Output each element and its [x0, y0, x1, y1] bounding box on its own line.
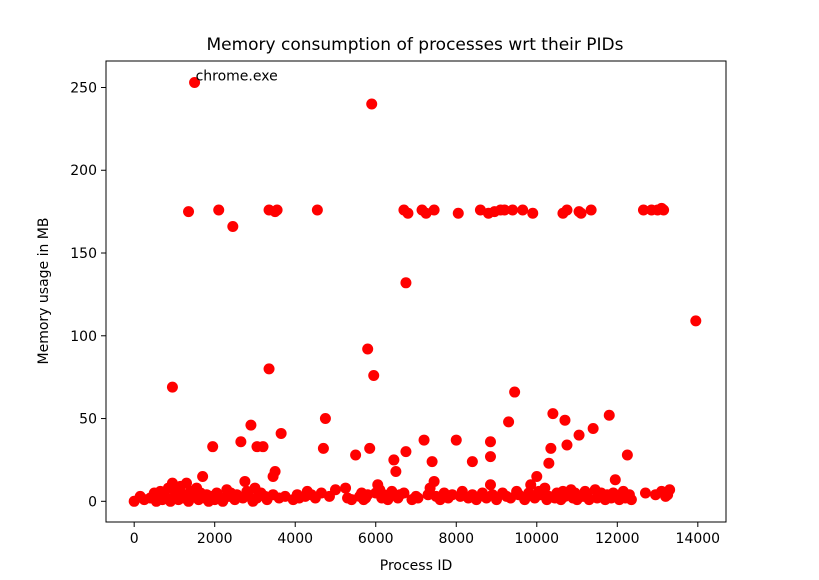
data-point [621, 449, 633, 461]
x-axis-label: Process ID [380, 558, 452, 574]
data-point [311, 204, 323, 216]
data-point [609, 474, 621, 486]
data-point [227, 221, 239, 233]
data-point [452, 207, 464, 219]
y-tick-label: 0 [88, 494, 97, 510]
data-point [366, 98, 378, 110]
data-point [525, 479, 537, 491]
data-point [213, 204, 225, 216]
data-point [509, 386, 521, 398]
data-point [587, 422, 599, 434]
data-point [450, 434, 462, 446]
data-point [575, 207, 587, 219]
x-tick-label: 10000 [515, 531, 560, 547]
data-point [517, 204, 529, 216]
data-point [503, 416, 515, 428]
data-point [543, 457, 555, 469]
data-point [561, 204, 573, 216]
x-tick-label: 8000 [438, 531, 474, 547]
data-point [239, 475, 251, 487]
data-point [426, 456, 438, 468]
data-point [181, 477, 193, 489]
data-point [400, 446, 412, 458]
data-point [340, 482, 352, 494]
annotations: chrome.exe [196, 69, 278, 85]
data-point [207, 441, 219, 453]
data-point [573, 429, 585, 441]
data-point [271, 204, 283, 216]
data-points [128, 77, 702, 507]
data-point [390, 466, 402, 478]
data-point [402, 207, 414, 219]
data-point [418, 434, 430, 446]
data-point [561, 439, 573, 451]
y-tick-label: 200 [70, 163, 97, 179]
data-point [547, 408, 559, 420]
data-point [539, 482, 551, 494]
data-point [166, 381, 178, 393]
data-point [484, 451, 496, 463]
data-point [412, 492, 424, 504]
data-point [424, 482, 436, 494]
data-point [625, 494, 637, 506]
data-point [368, 370, 380, 382]
x-tick-label: 6000 [358, 531, 394, 547]
y-axis-ticks: 0 50 100 150 200 250 [70, 80, 106, 510]
data-point [398, 487, 410, 499]
x-tick-label: 0 [130, 531, 139, 547]
x-tick-label: 4000 [277, 531, 313, 547]
data-point [317, 442, 329, 454]
y-axis-label: Memory usage in MB [36, 218, 52, 365]
data-point [466, 456, 478, 468]
chart-title: Memory consumption of processes wrt thei… [206, 35, 623, 55]
data-point [639, 487, 651, 499]
y-tick-label: 100 [70, 329, 97, 345]
data-point [235, 436, 247, 448]
data-point [400, 277, 412, 289]
data-point [245, 419, 257, 431]
data-point [275, 427, 287, 439]
x-axis-ticks: 0 2000 4000 6000 8000 10000 12000 14000 [130, 522, 720, 547]
data-point [559, 414, 571, 426]
data-point [603, 409, 615, 421]
data-point [350, 449, 362, 461]
data-point [364, 442, 376, 454]
annotation-label: chrome.exe [196, 69, 278, 85]
data-point [319, 413, 331, 425]
data-point [690, 315, 702, 327]
x-tick-label: 2000 [197, 531, 233, 547]
data-point [329, 484, 341, 496]
data-point [527, 207, 539, 219]
data-point [662, 489, 674, 501]
data-point [197, 470, 209, 482]
data-point [484, 479, 496, 491]
data-point [531, 470, 543, 482]
data-point [263, 363, 275, 375]
data-point [257, 441, 269, 453]
plot-frame [105, 60, 727, 523]
data-point [189, 77, 201, 89]
y-tick-label: 150 [70, 246, 97, 262]
data-point [545, 442, 557, 454]
data-point [658, 204, 670, 216]
data-point [484, 436, 496, 448]
data-point [499, 204, 511, 216]
data-point [183, 206, 195, 218]
data-point [637, 204, 649, 216]
x-tick-label: 14000 [676, 531, 721, 547]
data-point [507, 204, 519, 216]
data-point [388, 454, 400, 466]
data-point [585, 204, 597, 216]
data-point [362, 343, 374, 355]
data-point [428, 204, 440, 216]
data-point [267, 470, 279, 482]
y-tick-label: 250 [70, 80, 97, 96]
y-tick-label: 50 [79, 412, 97, 428]
x-tick-label: 12000 [595, 531, 640, 547]
